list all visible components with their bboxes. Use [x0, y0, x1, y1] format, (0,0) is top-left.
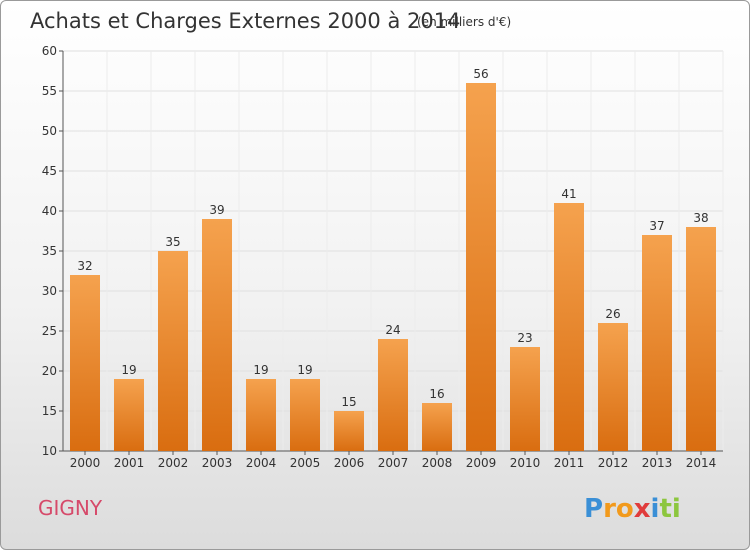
proxiti-logo: Proxiti: [584, 494, 681, 524]
logo-letter: o: [616, 494, 634, 524]
logo-letter: x: [634, 494, 651, 524]
y-tick-label: 55: [42, 84, 57, 98]
y-tick-label: 40: [42, 204, 57, 218]
y-tick-label: 20: [42, 364, 57, 378]
x-tick-label-2001: 2001: [114, 456, 145, 470]
x-tick-label-2004: 2004: [246, 456, 277, 470]
value-label-2007: 24: [385, 323, 400, 337]
bar-2004: [246, 379, 276, 451]
x-tick-label-2003: 2003: [202, 456, 233, 470]
y-tick-label: 15: [42, 404, 57, 418]
value-labels: 32 19 35 39 19 19 15 24 16 56 23 41 26 37 38: [77, 67, 708, 409]
axes: 10 15 20 25 30 35 40 45 50 55 60 2000 2001 2002 2003 20…: [42, 44, 723, 470]
value-label-2012: 26: [605, 307, 620, 321]
value-label-2004: 19: [253, 363, 268, 377]
value-label-2008: 16: [429, 387, 444, 401]
logo-letter: P: [584, 494, 603, 524]
x-tick-label-2012: 2012: [598, 456, 629, 470]
bar-2001: [114, 379, 144, 451]
bar-2003: [202, 219, 232, 451]
bar-2007: [378, 339, 408, 451]
logo-letter: t: [659, 494, 671, 524]
y-tick-label: 25: [42, 324, 57, 338]
x-tick-label-2009: 2009: [466, 456, 497, 470]
value-label-2010: 23: [517, 331, 532, 345]
y-tick-label: 35: [42, 244, 57, 258]
logo-letter: i: [651, 494, 660, 524]
bar-2012: [598, 323, 628, 451]
value-label-2002: 35: [165, 235, 180, 249]
bar-2010: [510, 347, 540, 451]
value-label-2006: 15: [341, 395, 356, 409]
bar-2014: [686, 227, 716, 451]
commune-name: GIGNY: [38, 496, 103, 520]
value-label-2011: 41: [561, 187, 576, 201]
y-tick-label: 10: [42, 444, 57, 458]
x-tick-label-2002: 2002: [158, 456, 189, 470]
value-label-2001: 19: [121, 363, 136, 377]
y-tick-label: 30: [42, 284, 57, 298]
x-tick-label-2006: 2006: [334, 456, 365, 470]
bar-2009: [466, 83, 496, 451]
logo-letter: r: [603, 494, 616, 524]
value-label-2005: 19: [297, 363, 312, 377]
bars: [70, 83, 716, 451]
chart-subtitle: (en milliers d'€): [417, 15, 511, 29]
value-label-2013: 37: [649, 219, 664, 233]
x-tick-label-2005: 2005: [290, 456, 321, 470]
bar-2008: [422, 403, 452, 451]
value-label-2000: 32: [77, 259, 92, 273]
bar-2002: [158, 251, 188, 451]
y-tick-label: 60: [42, 44, 57, 58]
x-tick-label-2010: 2010: [510, 456, 541, 470]
value-label-2003: 39: [209, 203, 224, 217]
bar-2000: [70, 275, 100, 451]
bar-2013: [642, 235, 672, 451]
x-tick-label-2013: 2013: [642, 456, 673, 470]
x-tick-label-2014: 2014: [686, 456, 717, 470]
value-label-2009: 56: [473, 67, 488, 81]
x-tick-label-2007: 2007: [378, 456, 409, 470]
x-tick-label-2000: 2000: [70, 456, 101, 470]
bar-2005: [290, 379, 320, 451]
value-label-2014: 38: [693, 211, 708, 225]
bar-2011: [554, 203, 584, 451]
y-tick-label: 45: [42, 164, 57, 178]
y-tick-label: 50: [42, 124, 57, 138]
logo-letter: i: [672, 494, 681, 524]
x-tick-label-2011: 2011: [554, 456, 585, 470]
chart-title: Achats et Charges Externes 2000 à 2014: [30, 9, 460, 33]
x-tick-label-2008: 2008: [422, 456, 453, 470]
bar-2006: [334, 411, 364, 451]
